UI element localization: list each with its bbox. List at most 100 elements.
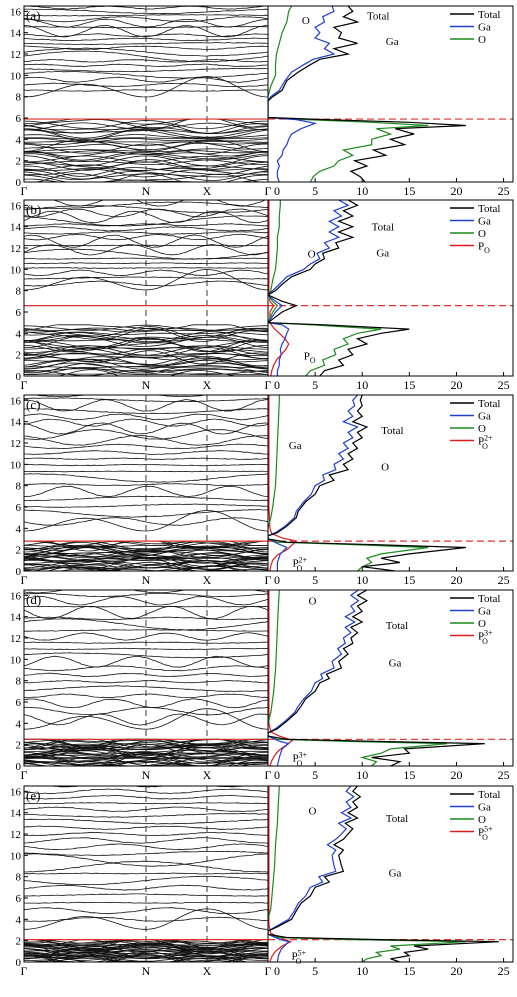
- y-tick-label: 2: [16, 350, 22, 362]
- dos-frame: [267, 589, 514, 767]
- dos-annotation: Ga: [376, 247, 389, 259]
- dos-annotation: P3+ O: [293, 750, 308, 768]
- dos-annotation: Total: [381, 425, 403, 437]
- k-point-label: X: [203, 573, 212, 587]
- y-tick-label: 12: [10, 243, 21, 255]
- y-tick-label: 6: [16, 893, 22, 905]
- dos-x-tick-label: 25: [498, 768, 510, 782]
- dos-annotation: P2+ O: [293, 555, 308, 573]
- dos-curves: [268, 200, 410, 376]
- dos-annotation: Total: [386, 813, 408, 825]
- dos-x-tick-label: 5: [312, 768, 318, 782]
- legend-label: PO: [478, 241, 490, 255]
- dos-annotation: Total: [367, 11, 389, 23]
- dos-line-p: [268, 590, 294, 766]
- band-lines: [24, 590, 268, 766]
- y-tick-label: 0: [16, 761, 22, 773]
- k-point-label: X: [203, 378, 212, 392]
- k-point-label: N: [142, 573, 151, 587]
- dos-x-tick-label: 25: [498, 378, 510, 392]
- y-tick-label: 4: [16, 914, 22, 926]
- dos-line-o: [268, 6, 429, 182]
- dos-annotation: Ga: [386, 36, 399, 48]
- y-tick-label: 14: [10, 612, 22, 624]
- k-point-label: N: [142, 184, 151, 198]
- k-point-label: Γ: [21, 768, 28, 782]
- dos-x-tick-label: 20: [450, 768, 462, 782]
- dos-curves: [268, 395, 466, 571]
- y-tick-label: 4: [16, 718, 22, 730]
- dos-line-p: [268, 200, 290, 376]
- dos-line-ga: [268, 786, 355, 962]
- dos-x-tick-label: 10: [356, 964, 368, 978]
- dos-line-p: [268, 395, 298, 571]
- dos-annotation: O: [308, 248, 316, 260]
- y-tick-label: 16: [10, 590, 22, 602]
- y-tick-label: 8: [16, 92, 22, 104]
- y-tick-label: 0: [16, 566, 22, 578]
- dos-annotation: P5+ O: [292, 948, 307, 966]
- dos-line-total: [268, 395, 466, 571]
- y-tick-label: 14: [10, 417, 22, 429]
- y-tick-label: 10: [10, 264, 22, 276]
- y-tick-label: 12: [10, 49, 21, 61]
- k-point-label: X: [203, 964, 212, 978]
- legend-label: Ga: [478, 802, 491, 814]
- legend-label: Total: [478, 789, 500, 801]
- k-point-label: Γ: [265, 184, 272, 198]
- y-tick-label: 6: [16, 697, 22, 709]
- dos-curves: [268, 786, 499, 962]
- k-point-label: Γ: [21, 378, 28, 392]
- legend-label: Ga: [478, 216, 491, 228]
- legend-label: P2+ O: [478, 433, 493, 451]
- k-point-label: X: [203, 768, 212, 782]
- y-tick-label: 10: [10, 70, 22, 82]
- y-tick-label: 2: [16, 936, 22, 948]
- k-point-label: N: [142, 378, 151, 392]
- dos-annotation: Total: [372, 222, 394, 234]
- y-tick-label: 14: [10, 808, 22, 820]
- y-tick-label: 12: [10, 438, 21, 450]
- legend-label: O: [478, 814, 486, 826]
- k-point-label: Γ: [265, 964, 272, 978]
- k-point-label: Γ: [21, 573, 28, 587]
- legend-label: Total: [478, 203, 500, 215]
- y-tick-label: 12: [10, 829, 21, 841]
- y-tick-label: 16: [10, 200, 22, 212]
- k-point-label: N: [142, 964, 151, 978]
- legend-label: Ga: [478, 411, 491, 423]
- legend-label: O: [478, 228, 486, 240]
- dos-x-tick-label: 20: [450, 573, 462, 587]
- dos-x-tick-label: 15: [403, 768, 415, 782]
- y-tick-label: 0: [16, 957, 22, 969]
- dos-line-o: [268, 200, 382, 376]
- y-tick-label: 8: [16, 676, 22, 688]
- panel-label: (b): [26, 202, 41, 217]
- legend-label: Ga: [478, 22, 491, 34]
- dos-x-tick-label: 25: [498, 573, 510, 587]
- legend-label: O: [478, 618, 486, 630]
- dos-x-tick-label: 0: [274, 573, 280, 587]
- dos-x-tick-label: 15: [403, 964, 415, 978]
- y-tick-label: 14: [10, 222, 22, 234]
- y-tick-label: 12: [10, 633, 21, 645]
- dos-x-tick-label: 0: [274, 184, 280, 198]
- y-tick-label: 0: [16, 177, 22, 189]
- dos-x-tick-label: 5: [312, 184, 318, 198]
- dos-x-tick-label: 10: [356, 378, 368, 392]
- panel-label: (a): [26, 8, 40, 23]
- dos-line-total: [268, 590, 485, 766]
- y-tick-label: 2: [16, 740, 22, 752]
- dos-annotation: O: [302, 15, 310, 27]
- dos-line-ga: [268, 200, 350, 376]
- dos-frame: [267, 5, 514, 183]
- k-point-label: N: [142, 768, 151, 782]
- dos-frame: [267, 394, 514, 572]
- dos-x-tick-label: 20: [450, 964, 462, 978]
- k-point-label: Γ: [21, 964, 28, 978]
- dos-x-tick-label: 0: [274, 768, 280, 782]
